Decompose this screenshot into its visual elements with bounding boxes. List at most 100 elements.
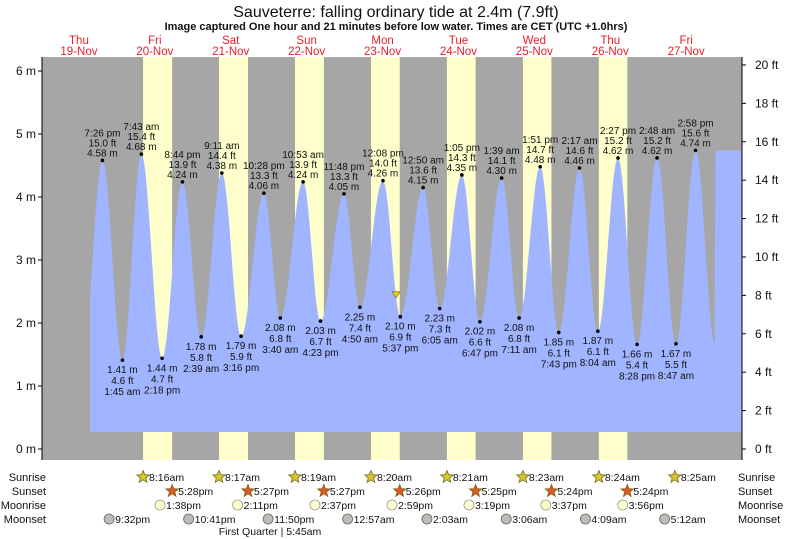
low-tide-ft: 7.3 ft (429, 325, 451, 336)
low-tide-point (239, 334, 243, 339)
low-tide-time: 2:18 pm (144, 385, 180, 396)
low-tide-m: 1.41 m (107, 365, 138, 376)
high-tide-m: 4.05 m (329, 182, 360, 193)
high-tide-ft: 14.4 ft (208, 151, 236, 162)
high-tide-m: 4.26 m (368, 169, 399, 180)
high-tide-ft: 14.3 ft (448, 153, 476, 164)
low-tide-time: 8:47 am (658, 371, 694, 382)
low-tide-m: 2.10 m (385, 322, 416, 333)
high-tide-m: 4.24 m (288, 170, 319, 181)
high-tide-time: 1:51 pm (522, 135, 558, 146)
low-tide-time: 8:28 pm (619, 371, 655, 382)
moonset-icon (500, 513, 512, 525)
high-tide-time: 2:17 am (561, 136, 597, 147)
low-tide-time: 7:11 am (501, 345, 536, 356)
high-tide-point (262, 191, 266, 196)
low-tide-time: 5:37 pm (382, 344, 418, 355)
low-tide-ft: 6.8 ft (508, 334, 530, 345)
low-tide-point (517, 316, 521, 320)
moonrise-icon (540, 499, 552, 511)
low-tide-m: 1.67 m (661, 349, 692, 360)
sunrise-icon (211, 469, 227, 484)
high-tide-time: 1:05 pm (444, 143, 480, 154)
high-tide-m: 4.38 m (207, 161, 238, 172)
low-tide-point (478, 319, 482, 324)
moonrise-time: 3:56pm (629, 500, 664, 512)
sunset-icon (164, 483, 180, 498)
low-tide-time: 4:23 pm (302, 348, 338, 359)
sunset-time: 5:24pm (557, 486, 592, 498)
sunrise-time: 8:17am (225, 472, 260, 484)
day-date: 27-Nov (668, 46, 705, 58)
right-tick-label: 0 ft (755, 442, 772, 456)
moonset-icon (659, 513, 671, 525)
sunset-icon (316, 483, 332, 498)
low-tide-ft: 6.8 ft (269, 334, 291, 345)
low-tide-time: 1:45 am (104, 387, 140, 398)
low-tide-m: 1.87 m (583, 336, 614, 347)
moonset-icon (342, 513, 354, 525)
low-tide-time: 7:43 pm (541, 359, 577, 370)
high-tide-m: 4.62 m (642, 146, 673, 157)
sunset-icon (544, 483, 559, 498)
low-tide-m: 1.85 m (543, 337, 574, 348)
high-tide-point (655, 156, 659, 160)
high-tide-m: 4.58 m (87, 148, 118, 159)
day-name: Wed (523, 35, 546, 47)
moonset-time: 12:57am (354, 514, 395, 526)
high-tide-point (139, 152, 144, 156)
moonset-icon (580, 513, 591, 525)
sunrise-icon (135, 469, 151, 484)
day-name: Thu (69, 35, 89, 47)
moonset-icon (421, 513, 433, 525)
moonrise-time: 3:37pm (552, 500, 587, 512)
moonrise-time: 2:11pm (244, 500, 278, 512)
high-tide-m: 4.24 m (167, 170, 198, 181)
sunrise-time: 8:16am (149, 472, 184, 484)
low-tide-point (437, 306, 442, 311)
sunset-time: 5:28pm (178, 486, 213, 498)
high-tide-point (693, 148, 698, 153)
low-tide-m: 2.25 m (345, 312, 376, 323)
right-tick-label: 2 ft (755, 404, 772, 418)
high-tide-point (220, 171, 224, 175)
low-tide-time: 3:16 pm (223, 363, 259, 374)
high-tide-ft: 14.1 ft (488, 156, 516, 167)
moonset-time: 2:03am (433, 514, 468, 526)
low-tide-time: 4:50 am (342, 334, 378, 345)
high-tide-ft: 13.9 ft (169, 160, 197, 171)
left-tick-label: 6 m (16, 64, 36, 78)
low-tide-m: 1.66 m (622, 349, 653, 360)
low-tide-ft: 5.8 ft (190, 353, 212, 364)
moonset-icon (103, 513, 115, 525)
high-tide-ft: 15.4 ft (127, 132, 155, 143)
low-tide-point (556, 330, 561, 335)
low-tide-time: 6:47 pm (462, 349, 498, 360)
day-labels: Thu19-NovFri20-NovSat21-NovSun22-NovMon2… (60, 35, 705, 58)
moonrise-row-label: Moonrise (1, 500, 46, 512)
low-tide-point (199, 335, 203, 339)
high-tide-point (180, 180, 185, 184)
high-tide-time: 12:50 am (402, 156, 444, 167)
sunset-time: 5:26pm (406, 486, 441, 498)
moonrise-icon (386, 499, 398, 511)
high-tide-ft: 13.6 ft (409, 166, 437, 177)
high-tide-point (499, 176, 504, 180)
high-tide-time: 10:28 pm (243, 161, 285, 172)
day-name: Fri (148, 35, 161, 47)
axes: 0 m 1 m 2 m 3 m 4 m 5 m 6 m 0 ft 2 ft 4 ft 6 ft 8 f… (16, 57, 779, 460)
high-tide-time: 2:58 pm (677, 118, 713, 129)
almanac: Sunrise Sunrise 8:16am 8:17am 8:19am 8:20am 8:… (1, 469, 783, 526)
low-tide-time: 3:40 am (262, 345, 298, 356)
low-tide-point (358, 305, 362, 310)
high-tide-m: 4.06 m (249, 181, 280, 192)
sunrise-row-label-right: Sunrise (738, 472, 775, 484)
sunset-icon (620, 483, 635, 498)
high-tide-point (342, 192, 346, 196)
low-tide-ft: 5.4 ft (626, 360, 648, 371)
sunset-icon (468, 483, 483, 498)
high-tide-ft: 14.6 ft (566, 146, 594, 157)
low-tide-m: 1.44 m (147, 363, 178, 374)
high-tide-time: 8:44 pm (164, 150, 200, 161)
low-tide-m: 2.23 m (424, 314, 455, 325)
